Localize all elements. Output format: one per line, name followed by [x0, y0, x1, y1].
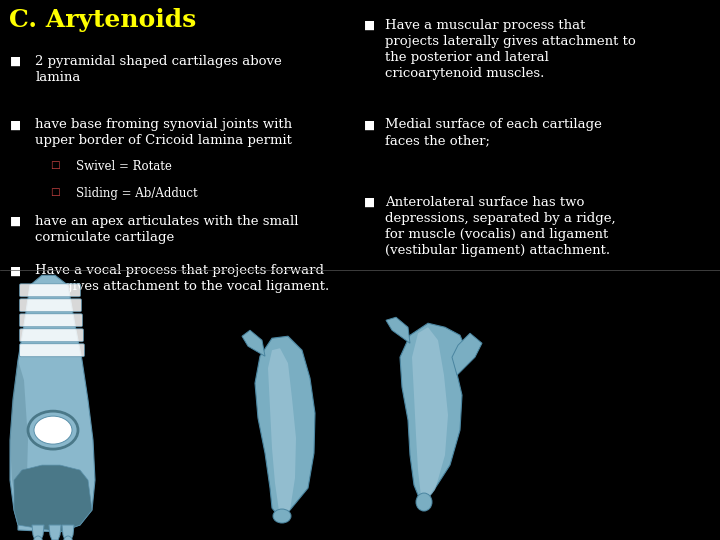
Ellipse shape [34, 536, 42, 540]
Text: Medial surface: Medial surface [136, 393, 262, 404]
Polygon shape [10, 360, 28, 510]
Text: Depression for attachment of vocalis muscles: Depression for attachment of vocalis mus… [423, 295, 642, 329]
Ellipse shape [34, 416, 72, 444]
Text: Medial surface of each cartilage
faces the other;: Medial surface of each cartilage faces t… [385, 118, 602, 147]
Text: ■: ■ [364, 195, 374, 208]
Text: Muscular process: Muscular process [473, 351, 573, 372]
Text: ■: ■ [10, 118, 21, 131]
Text: have base froming synovial joints with
upper border of Cricoid lamina permit: have base froming synovial joints with u… [35, 118, 292, 147]
Text: □: □ [50, 187, 60, 197]
Text: ■: ■ [364, 19, 374, 32]
Text: Have a vocal process that projects forward
and gives attachment to the vocal lig: Have a vocal process that projects forwa… [35, 265, 330, 293]
Polygon shape [412, 327, 448, 505]
Polygon shape [32, 525, 44, 540]
Text: C. Arytenoids: C. Arytenoids [9, 8, 196, 32]
Ellipse shape [63, 536, 73, 540]
Text: ■: ■ [10, 265, 21, 278]
Text: ■: ■ [10, 55, 21, 68]
Polygon shape [400, 323, 465, 505]
FancyBboxPatch shape [19, 329, 84, 342]
Polygon shape [49, 525, 61, 540]
Text: 2 pyramidal shaped cartilages above
lamina: 2 pyramidal shaped cartilages above lami… [35, 55, 282, 84]
FancyBboxPatch shape [19, 314, 83, 327]
Ellipse shape [273, 509, 291, 523]
Polygon shape [255, 336, 315, 518]
Text: Depression for attachment of vestibular ligament: Depression for attachment of vestibular … [455, 438, 703, 448]
FancyBboxPatch shape [19, 344, 84, 357]
Text: Anterolateral surface has two
depressions, separated by a ridge,
for muscle (voc: Anterolateral surface has two depression… [385, 195, 616, 256]
Text: ■: ■ [10, 215, 21, 228]
FancyBboxPatch shape [19, 299, 81, 312]
Polygon shape [452, 333, 482, 375]
Text: have an apex articulates with the small
corniculate cartilage: have an apex articulates with the small … [35, 215, 299, 244]
Text: Swivel = Rotate: Swivel = Rotate [76, 160, 171, 173]
Polygon shape [14, 465, 92, 532]
Polygon shape [62, 525, 74, 540]
Text: Anterolateral surface: Anterolateral surface [107, 443, 267, 453]
Text: ■: ■ [364, 118, 374, 131]
Text: Base (concave – for articulation with cricoid): Base (concave – for articulation with cr… [205, 296, 408, 305]
Text: Ridge on anterolateral surface: Ridge on anterolateral surface [458, 401, 624, 410]
Text: Sliding = Ab/Adduct: Sliding = Ab/Adduct [76, 187, 197, 200]
Text: Posterior surface: Posterior surface [438, 481, 557, 504]
Polygon shape [386, 317, 410, 343]
Polygon shape [242, 330, 265, 356]
FancyBboxPatch shape [19, 284, 81, 297]
Polygon shape [268, 348, 296, 518]
Text: Vocal process: Vocal process [220, 313, 281, 338]
Text: Have a muscular process that
projects laterally gives attachment to
the posterio: Have a muscular process that projects la… [385, 19, 636, 80]
Text: □: □ [50, 160, 60, 170]
Polygon shape [10, 275, 95, 532]
Text: Articular facet for
corniculate cartilage: Articular facet for corniculate cartilag… [203, 510, 297, 538]
Text: Apex: Apex [427, 469, 518, 492]
Ellipse shape [416, 493, 432, 511]
